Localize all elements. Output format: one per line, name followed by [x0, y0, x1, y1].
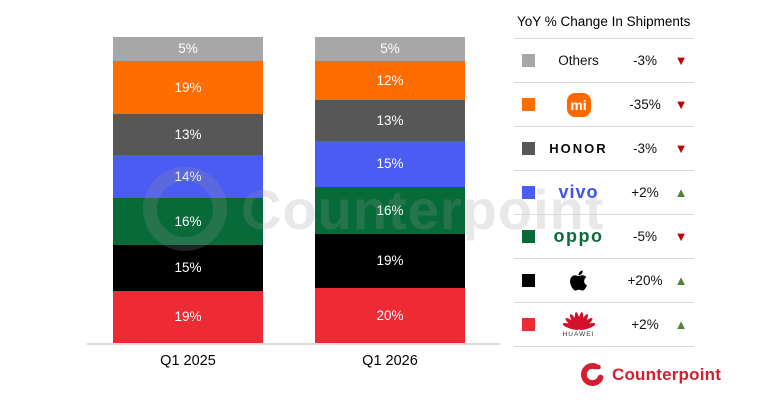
legend-row-honor: HONOR -3% ▼: [514, 126, 694, 170]
xiaomi-change-value: -35%: [629, 97, 661, 112]
bar-segment-others: 5%: [113, 37, 263, 62]
bar-segment-vivo: 15%: [315, 141, 465, 187]
down-triangle-icon: ▼: [674, 97, 688, 112]
counterpoint-logo: Counterpoint: [580, 362, 721, 387]
huawei-wordmark: HUAWEI: [562, 331, 595, 338]
down-triangle-icon: ▼: [674, 141, 688, 156]
x-axis-line: [87, 343, 500, 345]
xiaomi-logo: mi: [535, 92, 622, 117]
legend-row-oppo: oppo -5% ▼: [514, 214, 694, 258]
bar-segment-xiaomi: 19%: [113, 61, 263, 115]
huawei-logo-block: HUAWEI: [562, 311, 595, 338]
down-triangle-icon: ▼: [674, 229, 688, 244]
apple-logo: [535, 269, 622, 292]
up-triangle-icon: ▲: [674, 273, 688, 288]
bar-segment-apple: 15%: [113, 245, 263, 291]
xiaomi-swatch: [522, 98, 535, 111]
down-triangle-icon: ▼: [674, 53, 688, 68]
apple-change-value: +20%: [627, 273, 663, 288]
honor-wordmark: HONOR: [549, 141, 608, 156]
bar-segment-oppo: 16%: [315, 186, 465, 235]
others-swatch: [522, 54, 535, 67]
legend-row-apple: +20% ▲: [514, 258, 694, 302]
legend-row-xiaomi: mi -35% ▼: [514, 82, 694, 126]
bar-segment-others: 5%: [315, 37, 465, 62]
up-triangle-icon: ▲: [674, 185, 688, 200]
others-label: Others: [558, 53, 599, 68]
bar-segment-huawei: 20%: [315, 288, 465, 344]
honor-change-value: -3%: [632, 141, 657, 156]
vivo-logo: vivo: [535, 182, 622, 203]
bar-segment-huawei: 19%: [113, 290, 263, 344]
counterpoint-logo-icon: [580, 362, 605, 387]
stacked-bar-q1-2025: 5% 19% 13% 14% 16% 15% 19%: [113, 37, 263, 344]
up-triangle-icon: ▲: [674, 317, 688, 332]
x-axis-label-q1-2025: Q1 2025: [160, 353, 216, 369]
legend-row-others: Others -3% ▼: [514, 38, 694, 82]
apple-logo-icon: [570, 270, 587, 291]
huawei-logo: HUAWEI: [535, 311, 622, 338]
huawei-swatch: [522, 318, 535, 331]
others-logo: Others: [535, 53, 622, 68]
vivo-change-value: +2%: [631, 185, 659, 200]
oppo-wordmark: oppo: [553, 226, 604, 246]
apple-swatch: [522, 274, 535, 287]
mi-logo-icon: mi: [566, 92, 591, 117]
legend-title: YoY % Change In Shipments: [517, 14, 691, 29]
oppo-logo: oppo: [535, 226, 622, 247]
bar-segment-honor: 13%: [113, 114, 263, 156]
others-change-value: -3%: [632, 53, 657, 68]
honor-swatch: [522, 142, 535, 155]
legend-row-vivo: vivo +2% ▲: [514, 170, 694, 214]
honor-logo: HONOR: [535, 141, 622, 156]
bar-segment-honor: 13%: [315, 100, 465, 142]
legend-panel: YoY % Change In Shipments Others -3% ▼ m…: [514, 10, 694, 347]
counterpoint-logo-text: Counterpoint: [612, 364, 722, 384]
vivo-swatch: [522, 186, 535, 199]
oppo-change-value: -5%: [632, 229, 657, 244]
bar-segment-oppo: 16%: [113, 198, 263, 246]
bar-segment-vivo: 14%: [113, 155, 263, 199]
bar-segment-xiaomi: 12%: [315, 61, 465, 101]
vivo-wordmark: vivo: [558, 182, 599, 202]
legend-row-huawei: HUAWEI +2% ▲: [514, 302, 694, 347]
huawei-flower-icon: [562, 312, 595, 330]
x-axis-label-q1-2026: Q1 2026: [362, 353, 418, 369]
huawei-change-value: +2%: [631, 317, 659, 332]
bar-segment-apple: 19%: [315, 234, 465, 288]
oppo-swatch: [522, 230, 535, 243]
stacked-bar-q1-2026: 5% 12% 13% 15% 16% 19% 20%: [315, 37, 465, 344]
